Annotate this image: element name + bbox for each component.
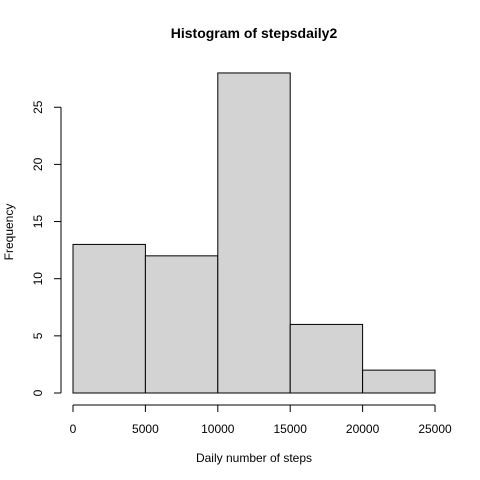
y-tick-label: 5 [31, 332, 45, 339]
x-tick-label: 10000 [201, 422, 235, 436]
y-tick-label: 25 [31, 100, 45, 114]
histogram-bar [144, 255, 219, 394]
histogram-bar [362, 369, 436, 394]
y-tick-label: 20 [31, 157, 45, 171]
x-tick-label: 20000 [346, 422, 380, 436]
x-tick-label: 25000 [418, 422, 452, 436]
chart-title: Histogram of stepsdaily2 [171, 25, 338, 41]
x-tick-label: 0 [70, 422, 77, 436]
x-axis: 0 5000 10000 15000 20000 25000 [70, 404, 452, 436]
x-axis-label: Daily number of steps [196, 451, 312, 465]
x-tick-label: 15000 [274, 422, 308, 436]
histogram-bar [72, 243, 146, 394]
bars-group [72, 72, 436, 394]
y-tick-label: 10 [31, 272, 45, 286]
y-tick-label: 15 [31, 215, 45, 229]
histogram-bar [289, 323, 364, 394]
y-axis: 0 5 10 15 20 25 [31, 100, 62, 396]
histogram-bar [217, 72, 291, 394]
y-tick-label: 0 [31, 389, 45, 396]
y-axis-label: Frequency [2, 204, 16, 261]
x-tick-label: 5000 [132, 422, 159, 436]
